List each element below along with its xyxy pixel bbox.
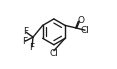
Text: F: F xyxy=(29,43,34,52)
Text: Cl: Cl xyxy=(49,49,58,58)
Text: Cl: Cl xyxy=(80,26,89,35)
Text: O: O xyxy=(77,16,84,25)
Text: F: F xyxy=(22,37,28,46)
Text: F: F xyxy=(23,27,28,37)
